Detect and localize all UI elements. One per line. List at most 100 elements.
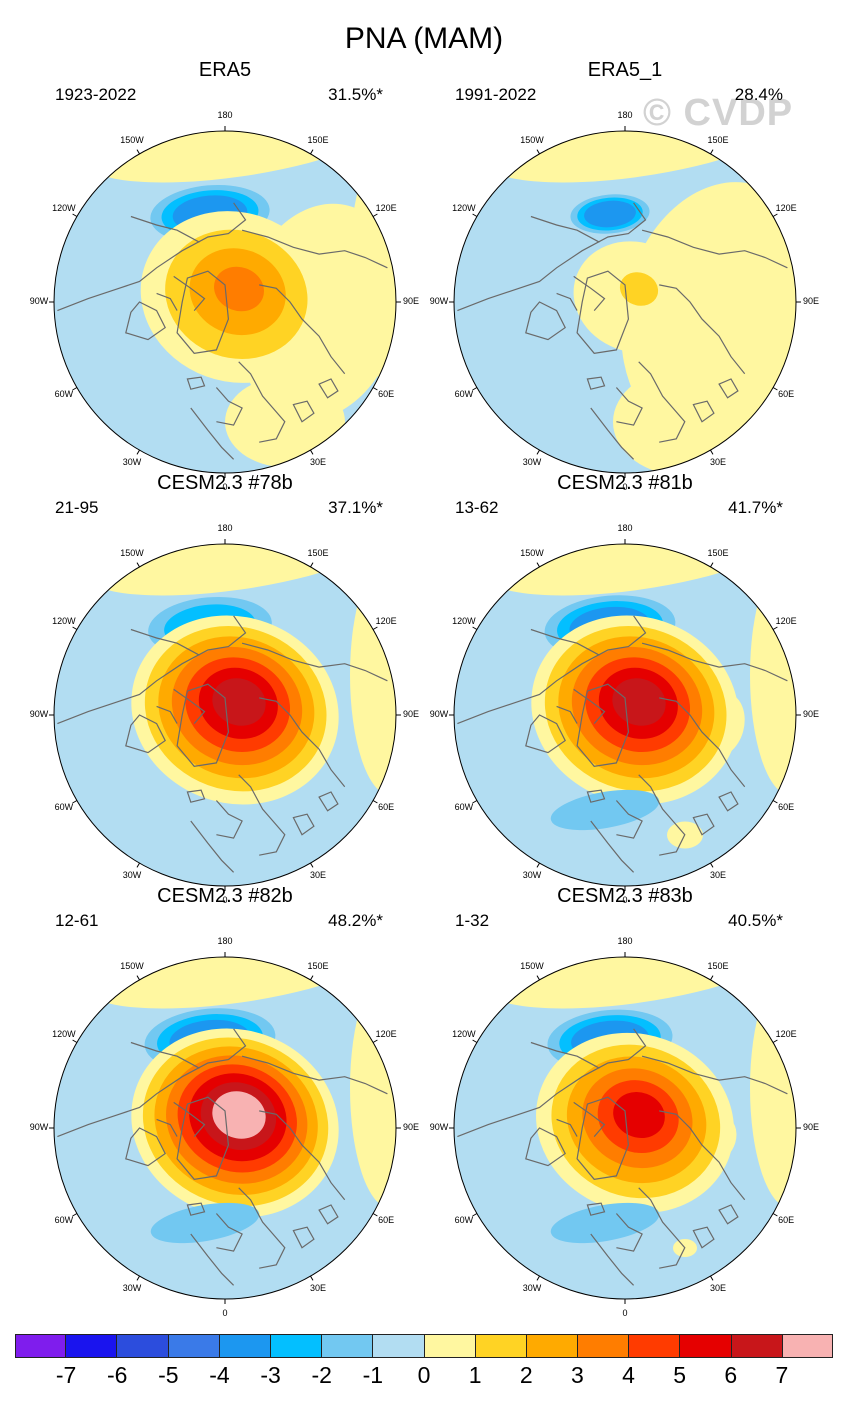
polar-map-3 [49,539,401,891]
coastline [318,378,339,399]
coastline [641,1055,788,1095]
coastline [57,1028,247,1138]
coastline [576,683,630,767]
longitude-tick [372,387,378,391]
longitude-tick [136,975,140,981]
longitude-tick [772,1039,778,1043]
longitude-tick [372,1213,378,1217]
panel-variance-explained: 28.4% [734,85,783,104]
coastline [457,615,647,725]
longitude-tick [536,149,540,155]
coastline [692,400,715,423]
polar-map-1 [49,126,401,478]
coastline [176,1096,230,1180]
longitude-label: 30E [709,457,726,468]
polar-map-4 [449,539,801,891]
coastline [615,387,643,426]
longitude-tick [372,213,378,217]
longitude-label: 120E [775,616,797,626]
longitude-tick [772,800,778,804]
longitude-label: 120W [52,616,76,626]
coastline [692,1226,715,1249]
colorbar-tick-label: -4 [209,1362,230,1388]
longitude-tick [310,975,314,981]
coastline [156,292,178,311]
panel-period: 1-32 [455,911,490,930]
longitude-label: 60W [454,1215,474,1225]
coastline [659,697,746,788]
coastline [576,270,630,354]
negative-atlantic [550,789,660,831]
coastline [659,1110,746,1201]
longitude-tick [136,562,140,568]
longitude-tick [472,387,478,391]
longitude-label: 30W [122,870,142,881]
longitude-label: 60W [54,389,74,399]
coastline [215,1213,243,1252]
positive-north-pacific [486,957,784,1009]
positive-contour [212,1091,266,1139]
colorbar-tick-label: 6 [724,1362,738,1388]
colorbar-swatch [475,1334,527,1358]
colorbar-tick-label: -3 [260,1362,281,1388]
positive-north-pacific [86,131,384,183]
coastline [573,688,606,724]
coastline [156,705,178,724]
longitude-label: 30E [309,457,326,468]
colorbar-swatch [629,1334,681,1358]
longitude-tick [310,562,314,568]
coastline [125,714,166,754]
positive-north-pacific [86,544,384,596]
coastline [615,1213,643,1252]
longitude-label: 150E [707,547,729,558]
coastline [238,361,286,443]
coastline [576,1096,630,1180]
coastline [556,292,578,311]
coastline [641,229,788,269]
coastline [238,774,286,856]
coastline [573,1101,606,1137]
colorbar-swatch [526,1334,579,1358]
longitude-label: 120E [775,203,797,213]
longitude-label: 60W [54,802,74,812]
coastline [130,215,200,243]
panel-period: 1923-2022 [55,85,137,104]
coastline [130,628,200,656]
longitude-label: 90E [402,296,419,306]
longitude-label: 30W [522,457,542,468]
panel-period: 21-95 [55,498,99,517]
longitude-label: 150W [120,134,144,145]
longitude-label: 150W [520,547,544,558]
coastline [173,688,206,724]
longitude-label: 90W [29,709,49,719]
positive-contour [612,678,666,726]
longitude-label: 150E [307,960,329,971]
coastline [590,407,635,460]
coastline [186,789,206,803]
coastline [525,301,566,341]
colorbar-tick-label: 5 [673,1362,687,1388]
longitude-label: 90E [802,1122,819,1132]
longitude-label: 120W [452,1029,476,1039]
longitude-label: 120E [775,1029,797,1039]
coastline [590,820,635,873]
longitude-tick [710,975,714,981]
coastline [186,376,206,390]
longitude-label: 60E [778,389,795,399]
coastline [292,400,315,423]
coastline [156,1118,178,1137]
polar-map-6 [449,952,801,1304]
longitude-label: 90E [802,296,819,306]
positive-contour [619,272,659,306]
colorbar-tick-label: -7 [55,1362,77,1388]
coastline [259,697,346,788]
longitude-label: 30E [309,870,326,881]
coastline [190,407,235,460]
longitude-tick [136,1275,140,1281]
coastline [215,800,243,839]
coastline [530,628,600,656]
longitude-label: 30E [709,1283,726,1294]
longitude-tick [772,387,778,391]
longitude-label: 60E [778,802,795,812]
colorbar-swatch [219,1334,271,1358]
